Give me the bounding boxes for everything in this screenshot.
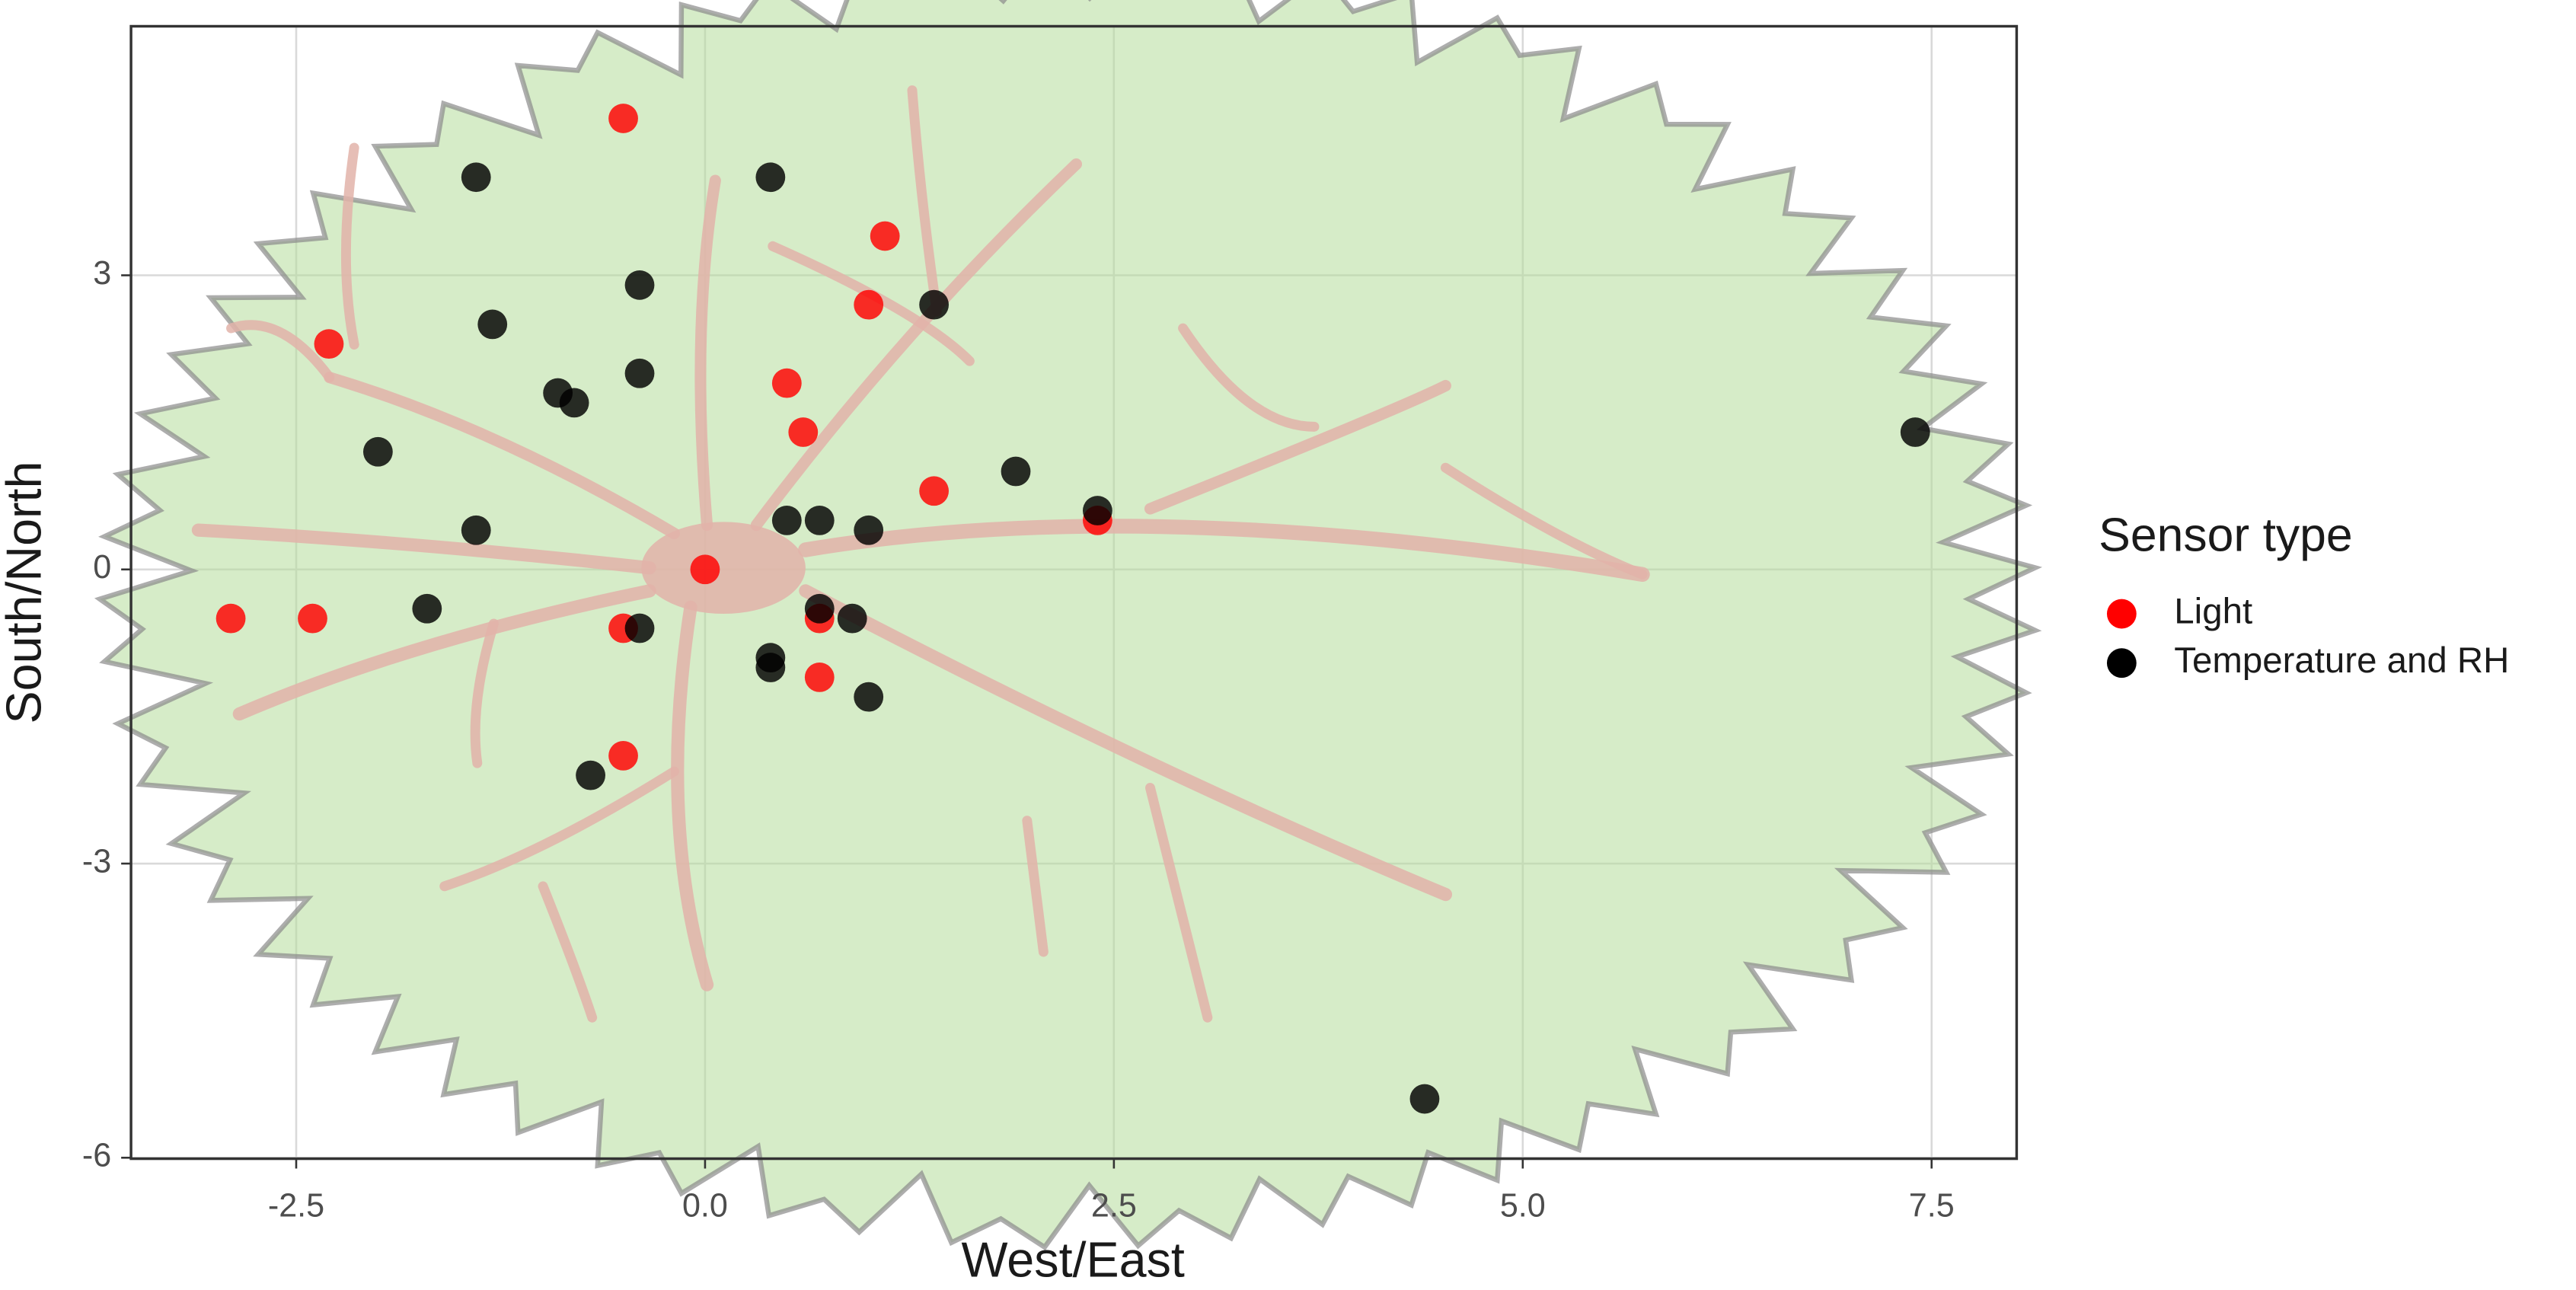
data-point xyxy=(919,476,950,506)
data-point xyxy=(608,104,638,133)
vein xyxy=(232,584,656,721)
leaf-illustration xyxy=(94,0,2043,1251)
axes: -2.5 0.0 2.5 5.0 7.5 -6 -3 0 3 xyxy=(82,255,1955,1225)
leaf-outline xyxy=(94,0,2043,1251)
y-tick-label: 3 xyxy=(93,255,111,292)
vein xyxy=(470,618,499,768)
data-point xyxy=(1082,496,1112,525)
vein xyxy=(538,881,598,1023)
vein xyxy=(1178,323,1320,432)
data-point xyxy=(1900,417,1930,447)
y-axis-title: South/North xyxy=(0,461,51,724)
data-point xyxy=(215,603,246,634)
vein xyxy=(694,174,721,532)
y-tick-label: 0 xyxy=(93,549,111,586)
vein xyxy=(191,523,656,575)
vein xyxy=(226,320,335,383)
x-tick-label: 0.0 xyxy=(682,1188,728,1225)
x-tick-label: 5.0 xyxy=(1500,1188,1546,1225)
vein xyxy=(798,519,1650,583)
legend: Sensor type Light Temperature and RH xyxy=(2099,508,2509,681)
data-point xyxy=(559,388,589,418)
vein xyxy=(768,241,975,366)
x-axis-title: West/East xyxy=(961,1232,1184,1288)
data-point xyxy=(870,221,900,251)
leaf-center xyxy=(641,522,806,615)
data-point xyxy=(1409,1084,1440,1114)
y-tick-label: -6 xyxy=(82,1138,111,1174)
data-point xyxy=(755,162,786,193)
data-point xyxy=(576,760,605,790)
data-point xyxy=(624,613,655,643)
vein xyxy=(324,372,680,539)
vein xyxy=(799,584,1453,902)
data-point xyxy=(624,270,655,300)
x-tick-label: 2.5 xyxy=(1091,1188,1137,1225)
vein xyxy=(1144,783,1213,1023)
data-point xyxy=(755,653,786,682)
data-point xyxy=(854,515,884,545)
legend-marker xyxy=(2106,599,2137,629)
data-point xyxy=(461,515,491,545)
leaf-veins xyxy=(191,85,1650,1023)
data-point xyxy=(477,309,508,340)
vein xyxy=(1022,816,1049,957)
data-point xyxy=(804,663,835,692)
data-point xyxy=(608,741,638,771)
data-point xyxy=(362,436,393,467)
data-point xyxy=(1001,456,1031,487)
data-point xyxy=(854,682,884,712)
vein xyxy=(907,85,942,317)
data-point xyxy=(624,358,655,388)
vein xyxy=(340,142,359,350)
vein xyxy=(671,600,714,991)
legend-title: Sensor type xyxy=(2099,508,2353,561)
data-point xyxy=(854,289,884,320)
legend-label: Light xyxy=(2174,592,2252,632)
data-point xyxy=(804,593,835,624)
data-point xyxy=(412,593,442,624)
vein xyxy=(1440,462,1648,580)
vein xyxy=(1144,379,1451,515)
data-point xyxy=(298,603,327,634)
data-point xyxy=(461,162,491,193)
y-tick-label: -3 xyxy=(82,843,111,880)
x-tick-label: -2.5 xyxy=(268,1188,324,1225)
panel-border xyxy=(129,24,2019,1161)
data-point xyxy=(788,417,819,447)
legend-marker xyxy=(2106,648,2137,679)
data-point xyxy=(804,506,835,535)
vein xyxy=(750,158,1083,532)
x-tick-label: 7.5 xyxy=(1909,1188,1955,1225)
data-point xyxy=(837,603,867,634)
data-point xyxy=(690,554,720,585)
data-point xyxy=(919,289,950,320)
vein xyxy=(439,766,679,892)
points xyxy=(215,104,1930,1114)
legend-label: Temperature and RH xyxy=(2174,640,2509,681)
data-point xyxy=(314,329,344,359)
data-point xyxy=(771,506,802,535)
data-point xyxy=(771,368,802,398)
